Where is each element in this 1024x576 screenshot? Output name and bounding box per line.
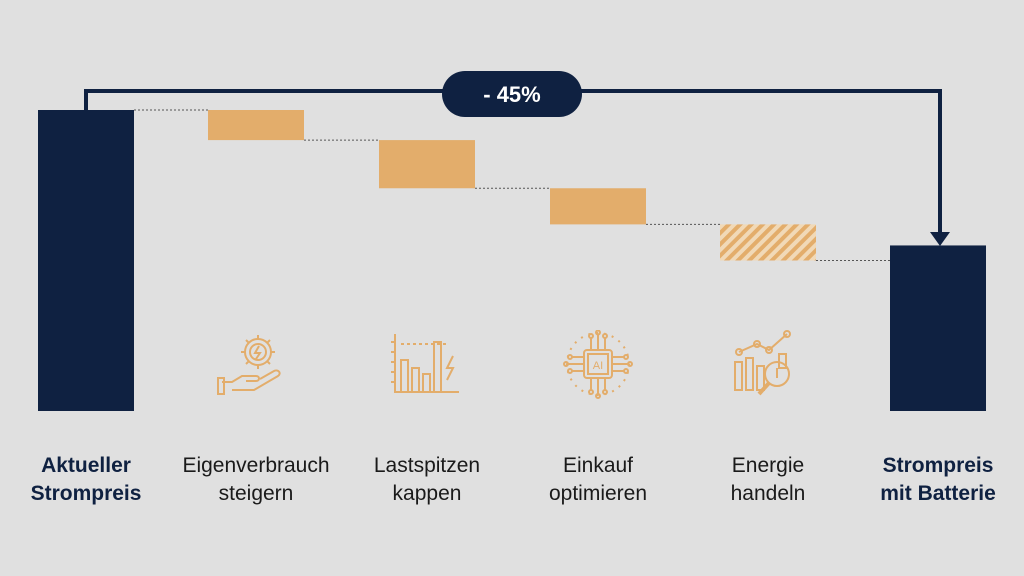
label-line: Energie — [731, 454, 805, 477]
label-line: Einkauf — [562, 454, 634, 477]
label-strompreis-batterie: Strompreis mit Batterie — [843, 452, 1024, 508]
label-line: steigern — [218, 482, 294, 505]
bar-3 — [550, 188, 646, 225]
label-energie: Energie handeln — [673, 452, 863, 508]
label-einkauf: Einkauf optimieren — [503, 452, 693, 508]
label-line: kappen — [392, 482, 462, 505]
bar-5 — [890, 245, 986, 411]
label-line: Lastspitzen — [373, 454, 481, 477]
label-line: Aktueller — [41, 454, 131, 477]
label-aktueller-strompreis: Aktueller Strompreis — [0, 452, 181, 508]
reduction-bracket: - 45% — [84, 71, 950, 246]
bar-1 — [208, 110, 304, 141]
label-line: optimieren — [548, 482, 648, 505]
bar-0 — [38, 110, 134, 411]
label-line: Eigenverbrauch — [182, 454, 330, 477]
label-line: Strompreis — [882, 454, 994, 477]
ai-chip-icon: AI — [558, 329, 638, 400]
reduction-label: - 45% — [483, 82, 540, 107]
bar-4 — [720, 224, 816, 261]
label-lastspitzen: Lastspitzen kappen — [332, 452, 522, 508]
arrowhead-icon — [930, 232, 950, 246]
reduction-badge — [442, 71, 582, 117]
bar-chart-lightning-icon — [387, 330, 467, 400]
chart-magnifier-icon — [729, 330, 809, 400]
label-eigenverbrauch: Eigenverbrauch steigern — [161, 452, 351, 508]
ai-chip-label: AI — [593, 360, 603, 372]
hand-gear-energy-icon — [216, 330, 296, 400]
label-line: handeln — [730, 482, 806, 505]
label-line: mit Batterie — [880, 482, 996, 505]
bar-2 — [379, 140, 475, 189]
label-line: Strompreis — [30, 482, 142, 505]
connector-lines — [134, 109, 890, 261]
bars — [38, 110, 986, 411]
